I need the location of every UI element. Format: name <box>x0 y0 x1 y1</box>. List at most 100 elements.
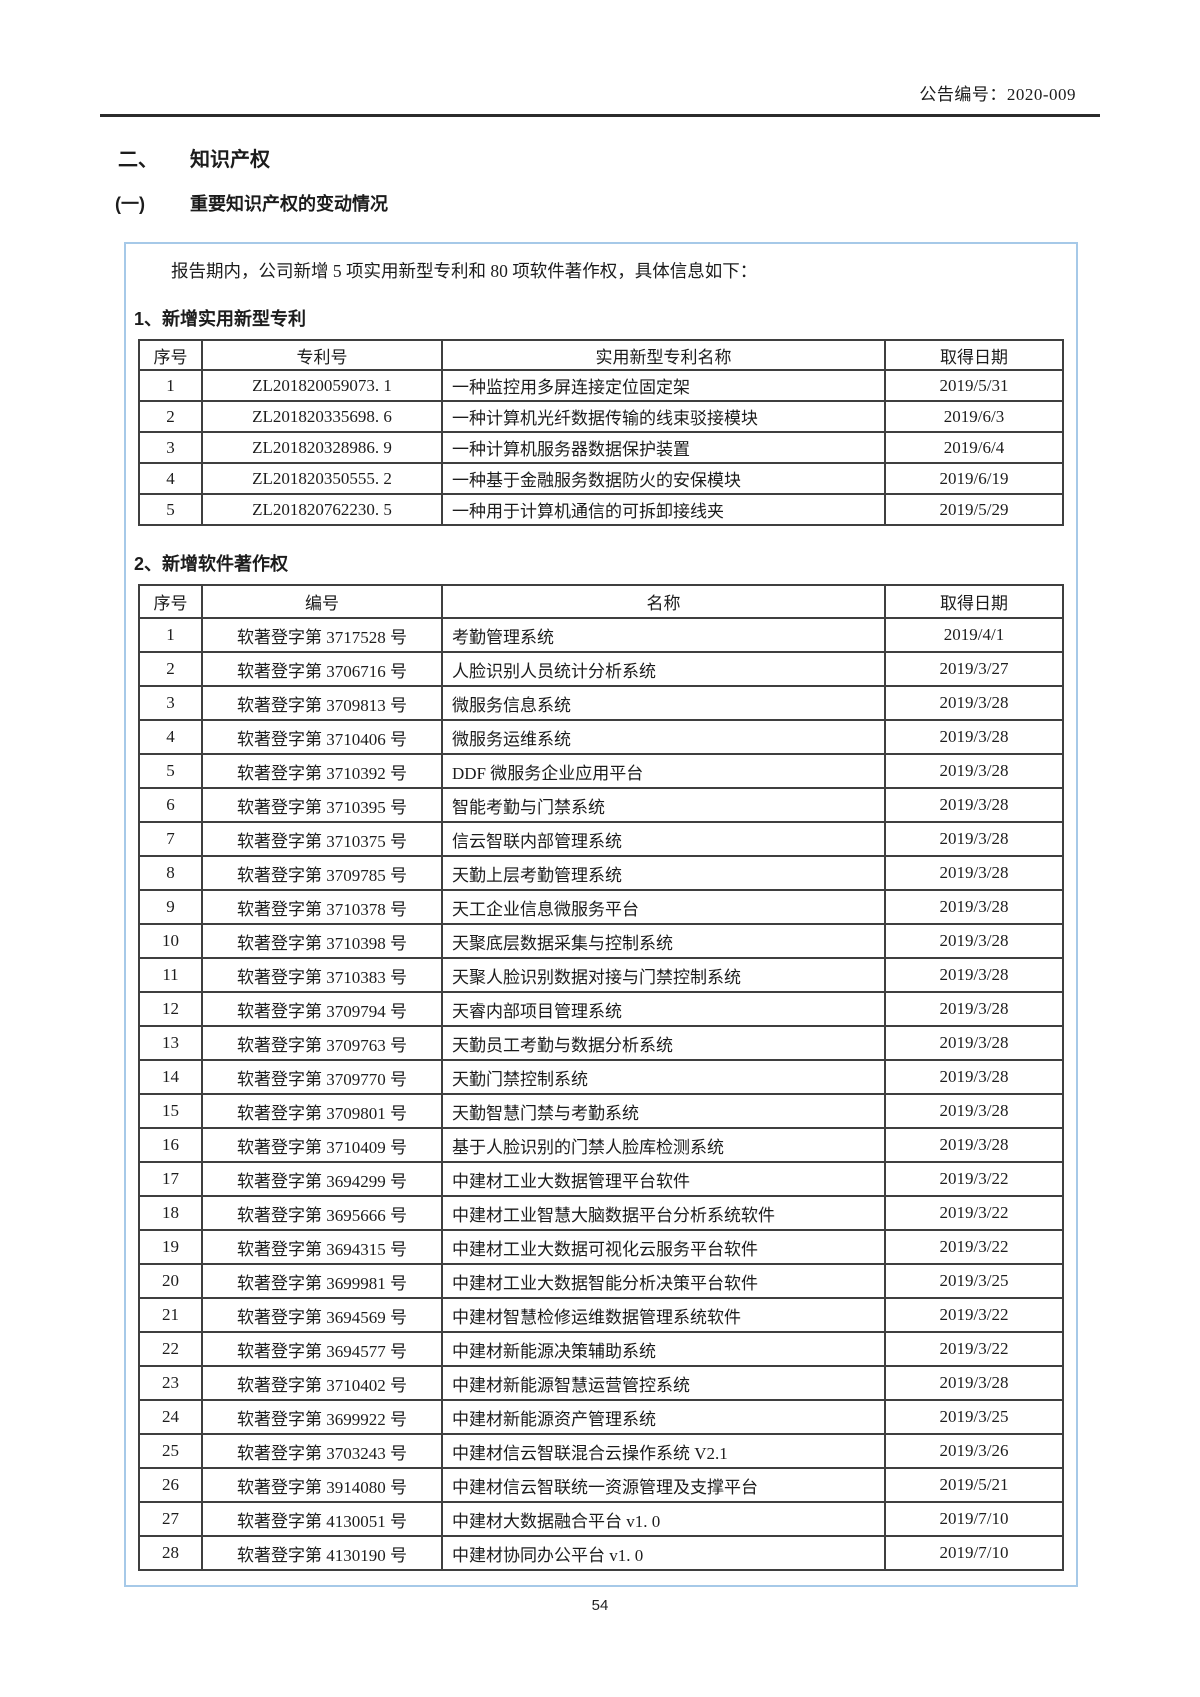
subsection-heading: (一) 重要知识产权的变动情况 <box>100 190 1100 216</box>
table-cell: 2 <box>138 400 203 434</box>
table-cell: 5 <box>138 493 203 527</box>
table-cell: 23 <box>138 1365 203 1402</box>
section-number: 二、 <box>118 149 158 171</box>
table-cell: 软著登字第 3694315 号 <box>201 1229 443 1266</box>
table-cell: 微服务信息系统 <box>441 685 886 722</box>
patent-table: 序号 专利号 实用新型专利名称 取得日期 1 ZL201820059073. 1 一种监控… <box>138 339 1064 527</box>
section-heading: 二、 知识产权 <box>100 143 1100 172</box>
table-cell: 2019/3/28 <box>884 1025 1064 1062</box>
table-cell: 2019/3/28 <box>884 889 1064 926</box>
table-row: 2 ZL201820335698. 6 一种计算机光纤数据传输的线束驳接模块 2019… <box>138 400 1064 434</box>
table-cell: 天聚人脸识别数据对接与门禁控制系统 <box>441 957 886 994</box>
table-row: 6 软著登字第 3710395 号智能考勤与门禁系统 2019/3/28 <box>138 787 1064 824</box>
table-cell: 2019/3/25 <box>884 1399 1064 1436</box>
table-cell: 一种基于金融服务数据防火的安保模块 <box>441 462 886 496</box>
table-cell: 软著登字第 3710409 号 <box>201 1127 443 1164</box>
table-cell: 1 <box>138 617 203 654</box>
table-cell: 2019/3/28 <box>884 923 1064 960</box>
table-cell: 2019/6/3 <box>884 400 1064 434</box>
intro-paragraph: 报告期内，公司新增 5 项实用新型专利和 80 项软件著作权，具体信息如下： <box>171 261 758 281</box>
table-row: 24 软著登字第 3699922 号中建材新能源资产管理系统 2019/3/25 <box>138 1399 1064 1436</box>
table-cell: 基于人脸识别的门禁人脸库检测系统 <box>441 1127 886 1164</box>
table-row: 7 软著登字第 3710375 号信云智联内部管理系统 2019/3/28 <box>138 821 1064 858</box>
table-cell: 中建材新能源决策辅助系统 <box>441 1331 886 1368</box>
table-header-row: 序号 编号 名称 取得日期 <box>138 584 1064 620</box>
table-row: 14 软著登字第 3709770 号天勤门禁控制系统 2019/3/28 <box>138 1059 1064 1096</box>
table-cell: 天睿内部项目管理系统 <box>441 991 886 1028</box>
table-cell: ZL201820762230. 5 <box>201 493 443 527</box>
table-cell: 2019/3/22 <box>884 1331 1064 1368</box>
table-cell: 6 <box>138 787 203 824</box>
table-cell: 2019/3/27 <box>884 651 1064 688</box>
table-cell: 软著登字第 3709801 号 <box>201 1093 443 1130</box>
table-cell: 中建材信云智联统一资源管理及支撑平台 <box>441 1467 886 1504</box>
table-cell: 3 <box>138 685 203 722</box>
table-cell: 中建材工业智慧大脑数据平台分析系统软件 <box>441 1195 886 1232</box>
table-row: 16 软著登字第 3710409 号基于人脸识别的门禁人脸库检测系统 2019/3/… <box>138 1127 1064 1164</box>
table-cell: 2019/3/25 <box>884 1263 1064 1300</box>
table-cell: 2019/6/19 <box>884 462 1064 496</box>
table-cell: 天勤门禁控制系统 <box>441 1059 886 1096</box>
table-cell: 2019/3/28 <box>884 1365 1064 1402</box>
table-cell: 2019/7/10 <box>884 1535 1064 1572</box>
table-cell: 2019/3/28 <box>884 821 1064 858</box>
table-cell: 2019/3/28 <box>884 991 1064 1028</box>
table-cell: 中建材工业大数据可视化云服务平台软件 <box>441 1229 886 1266</box>
table-row: 27 软著登字第 4130051 号中建材大数据融合平台 v1. 0 2019/7/… <box>138 1501 1064 1538</box>
table-cell: 2019/5/29 <box>884 493 1064 527</box>
table-cell: 7 <box>138 821 203 858</box>
table-cell: 一种用于计算机通信的可拆卸接线夹 <box>441 493 886 527</box>
table-cell: 软著登字第 3710392 号 <box>201 753 443 790</box>
patent-table-heading: 1、新增实用新型专利 <box>134 309 307 330</box>
table-cell: 2019/7/10 <box>884 1501 1064 1538</box>
table-row: 20 软著登字第 3699981 号中建材工业大数据智能分析决策平台软件 2019/… <box>138 1263 1064 1300</box>
column-header: 专利号 <box>201 339 443 372</box>
table-cell: 软著登字第 3710395 号 <box>201 787 443 824</box>
table-cell: 软著登字第 4130190 号 <box>201 1535 443 1572</box>
table-cell: 16 <box>138 1127 203 1164</box>
section-title: 知识产权 <box>190 149 270 171</box>
table-row: 21 软著登字第 3694569 号中建材智慧检修运维数据管理系统软件 2019/3… <box>138 1297 1064 1334</box>
page-content: 公告编号：2020-009 二、 知识产权 (一) 重要知识产权的变动情况 报告… <box>100 0 1100 1614</box>
table-cell: 28 <box>138 1535 203 1572</box>
table-cell: 信云智联内部管理系统 <box>441 821 886 858</box>
table-row: 18 软著登字第 3695666 号中建材工业智慧大脑数据平台分析系统软件 2019… <box>138 1195 1064 1232</box>
table-cell: 软著登字第 3709785 号 <box>201 855 443 892</box>
table-cell: 20 <box>138 1263 203 1300</box>
table-cell: 2019/3/22 <box>884 1297 1064 1334</box>
table-cell: 12 <box>138 991 203 1028</box>
table-cell: 智能考勤与门禁系统 <box>441 787 886 824</box>
page-number: 54 <box>591 1597 609 1615</box>
table-cell: 19 <box>138 1229 203 1266</box>
table-cell: 25 <box>138 1433 203 1470</box>
table-cell: 软著登字第 3709813 号 <box>201 685 443 722</box>
table-row: 5 ZL201820762230. 5 一种用于计算机通信的可拆卸接线夹 2019/5… <box>138 493 1064 527</box>
table-row: 10 软著登字第 3710398 号天聚底层数据采集与控制系统 2019/3/28 <box>138 923 1064 960</box>
copyright-table: 序号 编号 名称 取得日期 1 软著登字第 3717528 号考勤管理系统 2019/4/… <box>138 584 1064 1572</box>
table-row: 2 软著登字第 3706716 号人脸识别人员统计分析系统 2019/3/27 <box>138 651 1064 688</box>
table-row: 4 ZL201820350555. 2 一种基于金融服务数据防火的安保模块 2019/… <box>138 462 1064 496</box>
table-cell: 11 <box>138 957 203 994</box>
table-cell: 3 <box>138 431 203 465</box>
subsection-number: (一) <box>115 194 145 214</box>
table-cell: 2 <box>138 651 203 688</box>
table-cell: 2019/5/21 <box>884 1467 1064 1504</box>
table-cell: 27 <box>138 1501 203 1538</box>
table-cell: 2019/3/28 <box>884 1059 1064 1096</box>
table-cell: 2019/3/26 <box>884 1433 1064 1470</box>
table-cell: 中建材新能源资产管理系统 <box>441 1399 886 1436</box>
table-row: 25 软著登字第 3703243 号中建材信云智联混合云操作系统 V2.1 2019… <box>138 1433 1064 1470</box>
table-cell: 2019/3/22 <box>884 1161 1064 1198</box>
doc-number: 公告编号：2020-009 <box>919 85 1076 104</box>
table-row: 19 软著登字第 3694315 号中建材工业大数据可视化云服务平台软件 2019/… <box>138 1229 1064 1266</box>
table-cell: 软著登字第 3709794 号 <box>201 991 443 1028</box>
table-cell: 软著登字第 3710375 号 <box>201 821 443 858</box>
table-cell: 17 <box>138 1161 203 1198</box>
table-cell: ZL201820335698. 6 <box>201 400 443 434</box>
table-cell: 中建材智慧检修运维数据管理系统软件 <box>441 1297 886 1334</box>
table-cell: 10 <box>138 923 203 960</box>
table-row: 5 软著登字第 3710392 号 DDF 微服务企业应用平台 2019/3/28 <box>138 753 1064 790</box>
table-cell: 软著登字第 3717528 号 <box>201 617 443 654</box>
table-cell: 13 <box>138 1025 203 1062</box>
table-cell: 天勤上层考勤管理系统 <box>441 855 886 892</box>
